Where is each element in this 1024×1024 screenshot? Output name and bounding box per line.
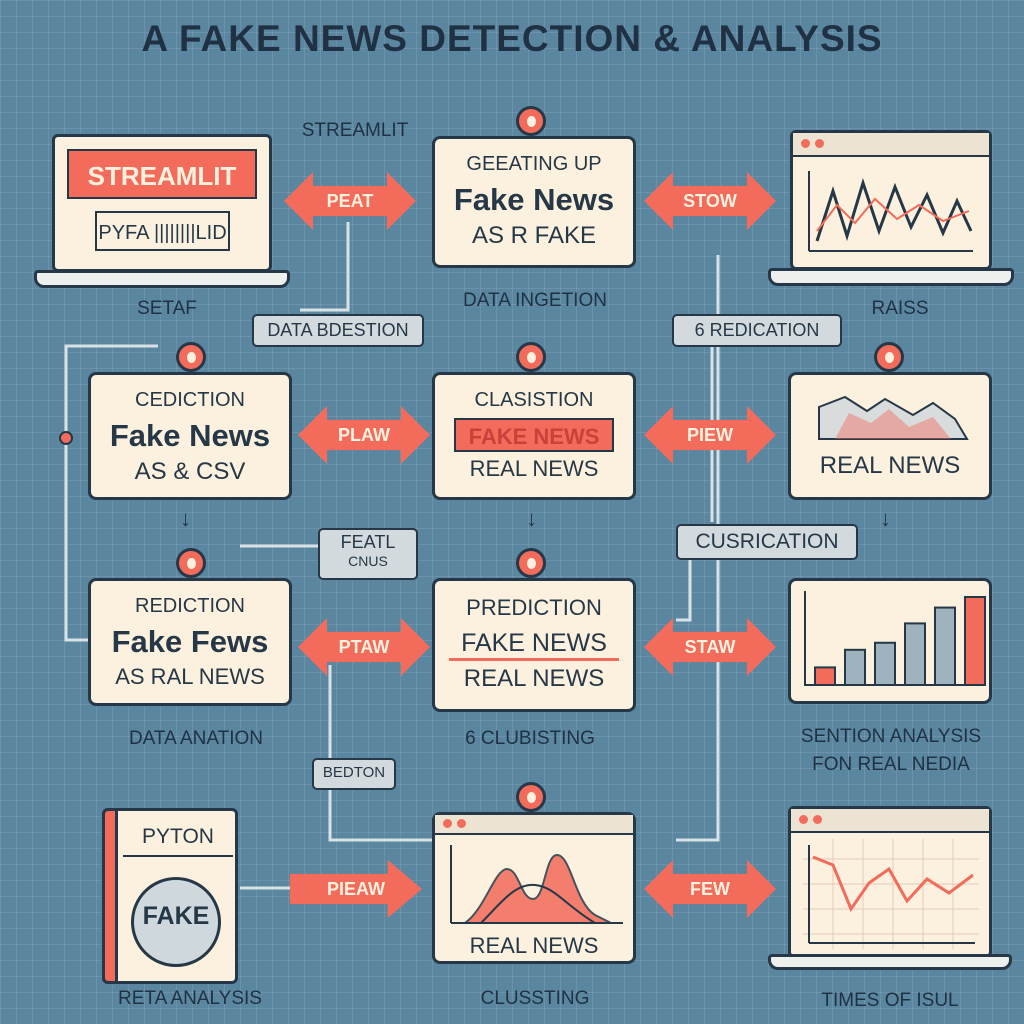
- laptop-caption-setaf: SETAF: [137, 298, 197, 319]
- arrow-5-label: PTAW: [338, 636, 390, 657]
- tag-feat-line-1: FEATL: [340, 532, 396, 552]
- window-dot-icon: [813, 815, 822, 824]
- label-data-ingestion: DATA INGETION: [463, 290, 607, 311]
- card-line-2: Fake Fews: [111, 624, 269, 659]
- down-arrow-icon: ↓: [180, 506, 191, 531]
- card-classification: CLASISTION FAKE NEWS REAL NEWS: [432, 372, 636, 500]
- bar: [844, 648, 866, 687]
- pin-icon: [516, 782, 546, 812]
- bar: [814, 666, 836, 687]
- arrow-7-label: PIEAW: [326, 878, 385, 899]
- tag-bedton: BEDTON: [312, 758, 396, 790]
- card-line-1: CLASISTION: [474, 389, 594, 411]
- timeseries-chart: [803, 839, 979, 949]
- bar: [934, 606, 956, 687]
- timeseries-laptop-base: [768, 954, 1012, 970]
- wave-laptop-base: [768, 268, 1014, 286]
- arrow-8-label: FEW: [690, 878, 730, 899]
- card-bar-chart: [788, 578, 992, 704]
- window-dot-icon: [457, 819, 466, 828]
- window-titlebar: [435, 815, 633, 835]
- tag-redication: 6 REDICATION: [672, 314, 842, 347]
- torn-image-icon: [818, 395, 969, 440]
- bar: [874, 641, 896, 686]
- arrow-6-label: STAW: [684, 636, 736, 657]
- card-real-news-image: REAL NEWS: [788, 372, 992, 500]
- streamlit-laptop-screen: STREAMLIT PYFA ||||||||LID: [52, 134, 272, 272]
- card-line-3: AS & CSV: [134, 458, 246, 485]
- label-sention-line-2: FON REAL NEDIA: [812, 754, 970, 775]
- tag-data-bdestion: DATA BDESTION: [252, 314, 424, 347]
- arrow-2-label: STOW: [683, 190, 737, 211]
- bar: [904, 622, 926, 686]
- fake-stamp-text: FAKE: [142, 902, 210, 930]
- down-arrow-icon: ↓: [526, 506, 537, 531]
- window-dot-icon: [801, 139, 810, 148]
- window-dot-icon: [815, 139, 824, 148]
- card-line-3: REAL NEWS: [819, 452, 961, 479]
- window-dot-icon: [799, 815, 808, 824]
- arrow-1-label: PEAT: [326, 190, 374, 211]
- streamlit-banner: STREAMLIT: [67, 149, 257, 199]
- laptop-caption-raiss: RAISS: [871, 298, 929, 319]
- label-reta-analysis: RETA ANALYSIS: [118, 988, 262, 1009]
- pin-icon: [874, 342, 904, 372]
- card-line-3: REAL NEWS: [463, 665, 605, 692]
- book-spine: [102, 808, 118, 984]
- density-chart: [450, 845, 623, 924]
- tag-feat-line-2: CNUS: [348, 553, 388, 569]
- down-arrow-icon: ↓: [880, 506, 891, 531]
- card-prediction-left: REDICTION Fake Fews AS RAL NEWS: [88, 578, 292, 706]
- card-line-1: CEDICTION: [135, 389, 245, 411]
- timeseries-laptop-screen: [788, 806, 992, 958]
- label-sention-line-1: SENTION ANALYSIS: [800, 726, 982, 747]
- fake-news-strip: FAKE NEWS: [454, 418, 614, 452]
- python-book: PYTON FAKE: [102, 808, 238, 984]
- pin-icon: [516, 342, 546, 372]
- arrow-3-label: PLAW: [338, 424, 390, 445]
- card-density-chart: REAL NEWS: [432, 812, 636, 964]
- card-line-1: PREDICTION: [466, 595, 602, 620]
- density-caption: REAL NEWS: [469, 933, 599, 958]
- bar: [964, 596, 986, 686]
- pin-icon: [516, 106, 546, 136]
- fake-stamp: FAKE: [131, 877, 221, 967]
- arrow-4-label: PIEW: [686, 424, 733, 445]
- card-line-1: REDICTION: [135, 595, 245, 617]
- streamlit-laptop-base: [34, 270, 290, 288]
- card-fake-news-setup: GEEATING UP Fake News AS R FAKE: [432, 136, 636, 268]
- card-prediction-center: PREDICTION FAKE NEWS REAL NEWS: [432, 578, 636, 712]
- fake-news-highlight: FAKE NEWS: [449, 629, 619, 661]
- tag-feat: FEATL CNUS: [318, 528, 418, 580]
- label-streamlit: STREAMLIT: [301, 120, 409, 141]
- book-title: PYTON: [123, 825, 233, 857]
- label-clubisting: 6 CLUBISTING: [465, 728, 595, 749]
- diagram-title: A FAKE NEWS DETECTION & ANALYSIS: [141, 18, 883, 59]
- bar-chart: [804, 591, 986, 687]
- streamlit-subtitle: PYFA ||||||||LID: [95, 211, 230, 251]
- card-line-3: AS R FAKE: [471, 222, 597, 249]
- pin-icon: [516, 548, 546, 578]
- window-titlebar: [793, 133, 989, 157]
- card-line-3: REAL NEWS: [469, 456, 599, 481]
- pin-icon: [176, 548, 206, 578]
- card-line-1: GEEATING UP: [466, 153, 602, 175]
- window-titlebar: [791, 809, 989, 833]
- card-line-2: Fake News: [109, 418, 271, 453]
- label-times: TIMES OF ISUL: [821, 990, 959, 1011]
- card-csv-detection: CEDICTION Fake News AS & CSV: [88, 372, 292, 500]
- wave-line-chart: [808, 171, 973, 252]
- label-clussting: CLUSSTING: [480, 988, 590, 1009]
- card-line-3: AS RAL NEWS: [115, 664, 265, 689]
- pin-icon: [176, 342, 206, 372]
- window-dot-icon: [443, 819, 452, 828]
- wave-laptop-screen: [790, 130, 992, 270]
- card-line-2: Fake News: [453, 182, 615, 217]
- tag-cusrication: CUSRICATION: [676, 524, 858, 560]
- label-data-anation: DATA ANATION: [128, 728, 264, 749]
